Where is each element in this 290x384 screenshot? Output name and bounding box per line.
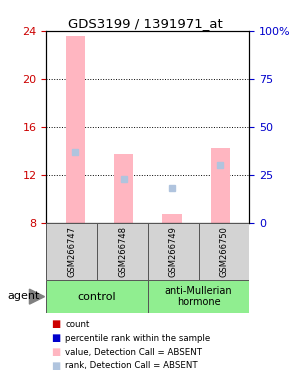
Bar bbox=[97, 223, 148, 280]
Text: GSM266747: GSM266747 bbox=[67, 226, 76, 277]
Bar bbox=[46, 280, 148, 313]
Text: GSM266749: GSM266749 bbox=[169, 226, 178, 277]
Bar bbox=[66, 36, 85, 223]
Text: ■: ■ bbox=[51, 333, 60, 343]
Text: GSM266748: GSM266748 bbox=[118, 226, 127, 277]
Bar bbox=[211, 148, 230, 223]
Text: ■: ■ bbox=[51, 347, 60, 357]
Bar bbox=[114, 154, 133, 223]
Text: rank, Detection Call = ABSENT: rank, Detection Call = ABSENT bbox=[65, 361, 198, 371]
Bar bbox=[199, 223, 249, 280]
Text: control: control bbox=[78, 291, 117, 302]
Bar bbox=[148, 280, 249, 313]
Bar bbox=[46, 223, 97, 280]
Bar bbox=[148, 223, 199, 280]
Text: percentile rank within the sample: percentile rank within the sample bbox=[65, 334, 211, 343]
Text: agent: agent bbox=[7, 291, 40, 301]
Polygon shape bbox=[30, 289, 45, 304]
Text: value, Detection Call = ABSENT: value, Detection Call = ABSENT bbox=[65, 348, 202, 357]
Bar bbox=[162, 214, 182, 223]
Text: GSM266750: GSM266750 bbox=[220, 226, 229, 277]
Text: GDS3199 / 1391971_at: GDS3199 / 1391971_at bbox=[68, 17, 222, 30]
Text: anti-Mullerian
hormone: anti-Mullerian hormone bbox=[165, 286, 233, 308]
Text: ■: ■ bbox=[51, 361, 60, 371]
Text: ■: ■ bbox=[51, 319, 60, 329]
Text: count: count bbox=[65, 320, 90, 329]
